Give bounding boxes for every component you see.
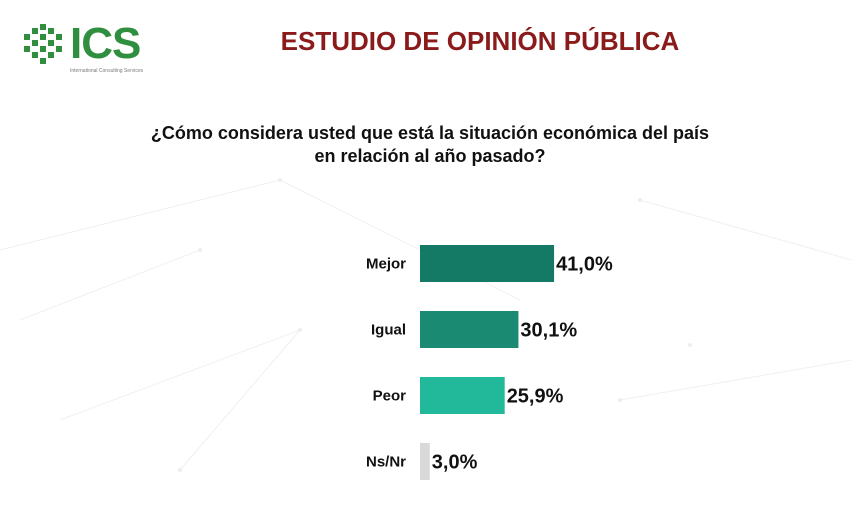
chart-title-line-2: en relación al año pasado? [314, 146, 546, 166]
chart-title-line-1: ¿Cómo considera usted que está la situac… [150, 123, 710, 143]
category-label: Peor [373, 388, 407, 405]
ics-logo: ICS International Consulting Services [18, 18, 148, 76]
cubes-icon [24, 24, 62, 64]
value-label: 30,1% [520, 320, 577, 342]
category-label: Ns/Nr [366, 454, 406, 471]
bar-igual [420, 311, 519, 348]
page-title: ESTUDIO DE OPINIÓN PÚBLICA [280, 26, 680, 56]
logo-subtitle: International Consulting Services [70, 68, 144, 74]
category-label: Mejor [366, 256, 406, 273]
value-label: 25,9% [507, 386, 564, 408]
bar-mejor [420, 245, 555, 282]
chart-title: ¿Cómo considera usted que está la situac… [130, 122, 730, 168]
value-label: 3,0% [432, 452, 478, 474]
bar-peor [420, 377, 505, 414]
bar-ns-nr [420, 443, 430, 480]
logo-text: ICS [70, 19, 141, 68]
category-label: Igual [371, 322, 406, 339]
value-label: 41,0% [556, 254, 613, 276]
